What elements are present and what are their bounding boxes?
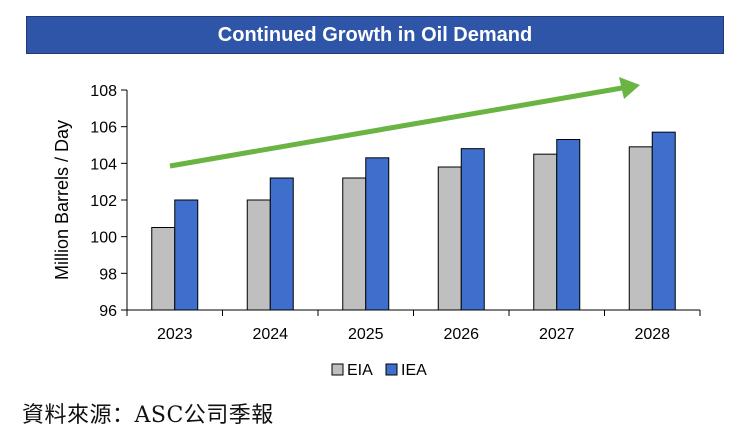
chart-title-banner: Continued Growth in Oil Demand [26,16,724,54]
bar-iea-2025 [365,157,390,311]
x-tick-label: 2024 [252,326,288,343]
bar-iea-2024 [269,177,294,311]
trend-arrow-head [619,77,640,99]
legend: EIA IEA [331,362,427,379]
bars [151,131,676,311]
y-tick-labels: 96 98 100 102 104 106 108 [90,83,117,320]
bar-iea-2023 [174,199,199,311]
bar-eia-2027 [533,153,558,311]
y-tick-label: 104 [90,156,117,173]
y-axis-ticks [121,89,127,311]
x-tick-label: 2023 [157,326,193,343]
y-tick-label: 100 [90,230,117,247]
trend-arrow [169,77,640,169]
x-tick-label: 2028 [634,326,670,343]
y-tick-label: 102 [90,193,117,210]
chart-area: 2023 2024 2025 2026 2027 2028 96 98 100 102 104 10… [52,77,701,379]
bar-eia-2025 [342,177,367,311]
legend-label-eia: EIA [347,362,373,379]
axes [126,90,701,316]
legend-swatch-eia [331,363,344,376]
x-tick-label: 2026 [443,326,479,343]
x-tick-label: 2027 [539,326,575,343]
x-tick-labels: 2023 2024 2025 2026 2027 2028 [157,326,670,343]
y-tick-label: 106 [90,120,117,137]
legend-label-iea: IEA [401,362,427,379]
y-tick-label: 108 [90,83,117,100]
bar-iea-2027 [556,139,581,311]
y-tick-label: 96 [99,303,117,320]
legend-swatch-iea [385,363,398,376]
trend-arrow-shaft [169,85,623,169]
y-axis-label: Million Barrels / Day [52,120,72,280]
bar-eia-2026 [437,166,462,311]
y-tick-label: 98 [99,266,117,283]
bar-eia-2024 [246,199,271,311]
bar-iea-2028 [651,131,676,311]
x-tick-label: 2025 [348,326,384,343]
source-note: 資料來源：ASC公司季報 [22,403,274,428]
bar-iea-2026 [460,148,485,311]
bar-eia-2023 [151,227,176,311]
bar-eia-2028 [628,146,653,311]
